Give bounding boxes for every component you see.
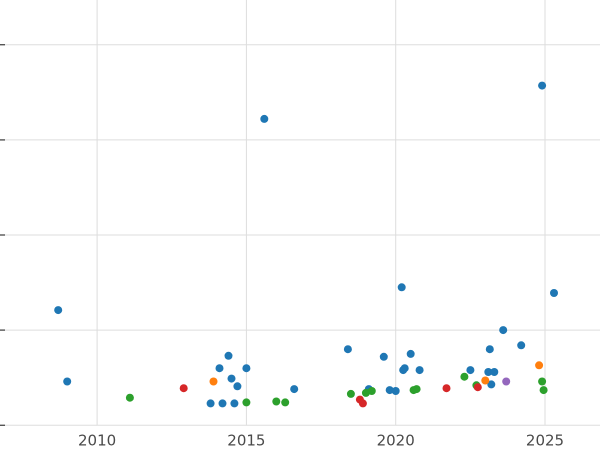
data-point-series-blue [391,387,400,395]
data-point-series-blue [343,345,352,354]
data-point-series-blue [379,352,388,361]
data-point-series-blue [63,377,72,386]
data-point-series-blue [490,368,499,376]
data-point-series-blue [517,341,526,350]
data-point-series-red [442,384,451,393]
x-tick-label: 2015 [227,431,265,449]
data-point-series-red [473,383,482,392]
data-point-series-blue [487,380,496,389]
data-point-series-blue [550,289,558,297]
data-point-series-red [179,384,188,393]
gridlines [0,0,600,426]
data-point-series-purple [502,377,511,386]
x-tick-label: 2010 [78,431,116,449]
data-point-series-green [539,386,548,395]
data-point-series-blue [499,326,508,335]
data-point-series-blue [230,399,239,408]
data-point-series-blue [397,283,406,292]
data-point-series-blue [233,382,242,391]
data-point-series-orange [481,376,490,385]
data-point-series-blue [385,386,394,395]
data-point-series-green [367,387,376,395]
data-point-series-blue [538,81,547,90]
data-point-series-blue [415,366,424,375]
data-point-series-blue [260,114,269,123]
data-point-series-blue [406,349,415,358]
data-point-series-green [272,397,281,406]
x-tick-label: 2025 [526,431,564,449]
data-point-series-green [412,385,421,394]
data-point-series-blue [54,306,63,315]
data-point-series-orange [535,361,544,370]
data-point-series-green [281,398,290,407]
data-point-series-blue [484,368,493,376]
data-point-series-blue [290,385,299,394]
data-point-series-blue [466,366,475,375]
data-point-series-green [538,377,547,386]
data-point-series-green [346,389,355,398]
data-point-series-orange [209,377,218,386]
data-point-series-blue [485,345,494,354]
data-point-series-blue [227,374,236,383]
data-point-series-blue [215,364,224,373]
x-tick-label: 2020 [377,431,415,449]
data-point-series-blue [218,399,227,408]
data-point-series-red [358,399,367,408]
data-point-series-blue [224,351,233,360]
data-point-series-green [242,398,251,407]
data-point-series-green [125,393,134,402]
data-points [54,81,558,408]
data-point-series-blue [400,364,409,373]
data-point-series-blue [206,399,215,408]
x-axis-tick-labels: 2010 2015 2020 2025 [78,431,564,449]
data-point-series-blue [242,364,251,373]
data-point-series-green [460,372,469,381]
axis-ticks [0,44,5,426]
